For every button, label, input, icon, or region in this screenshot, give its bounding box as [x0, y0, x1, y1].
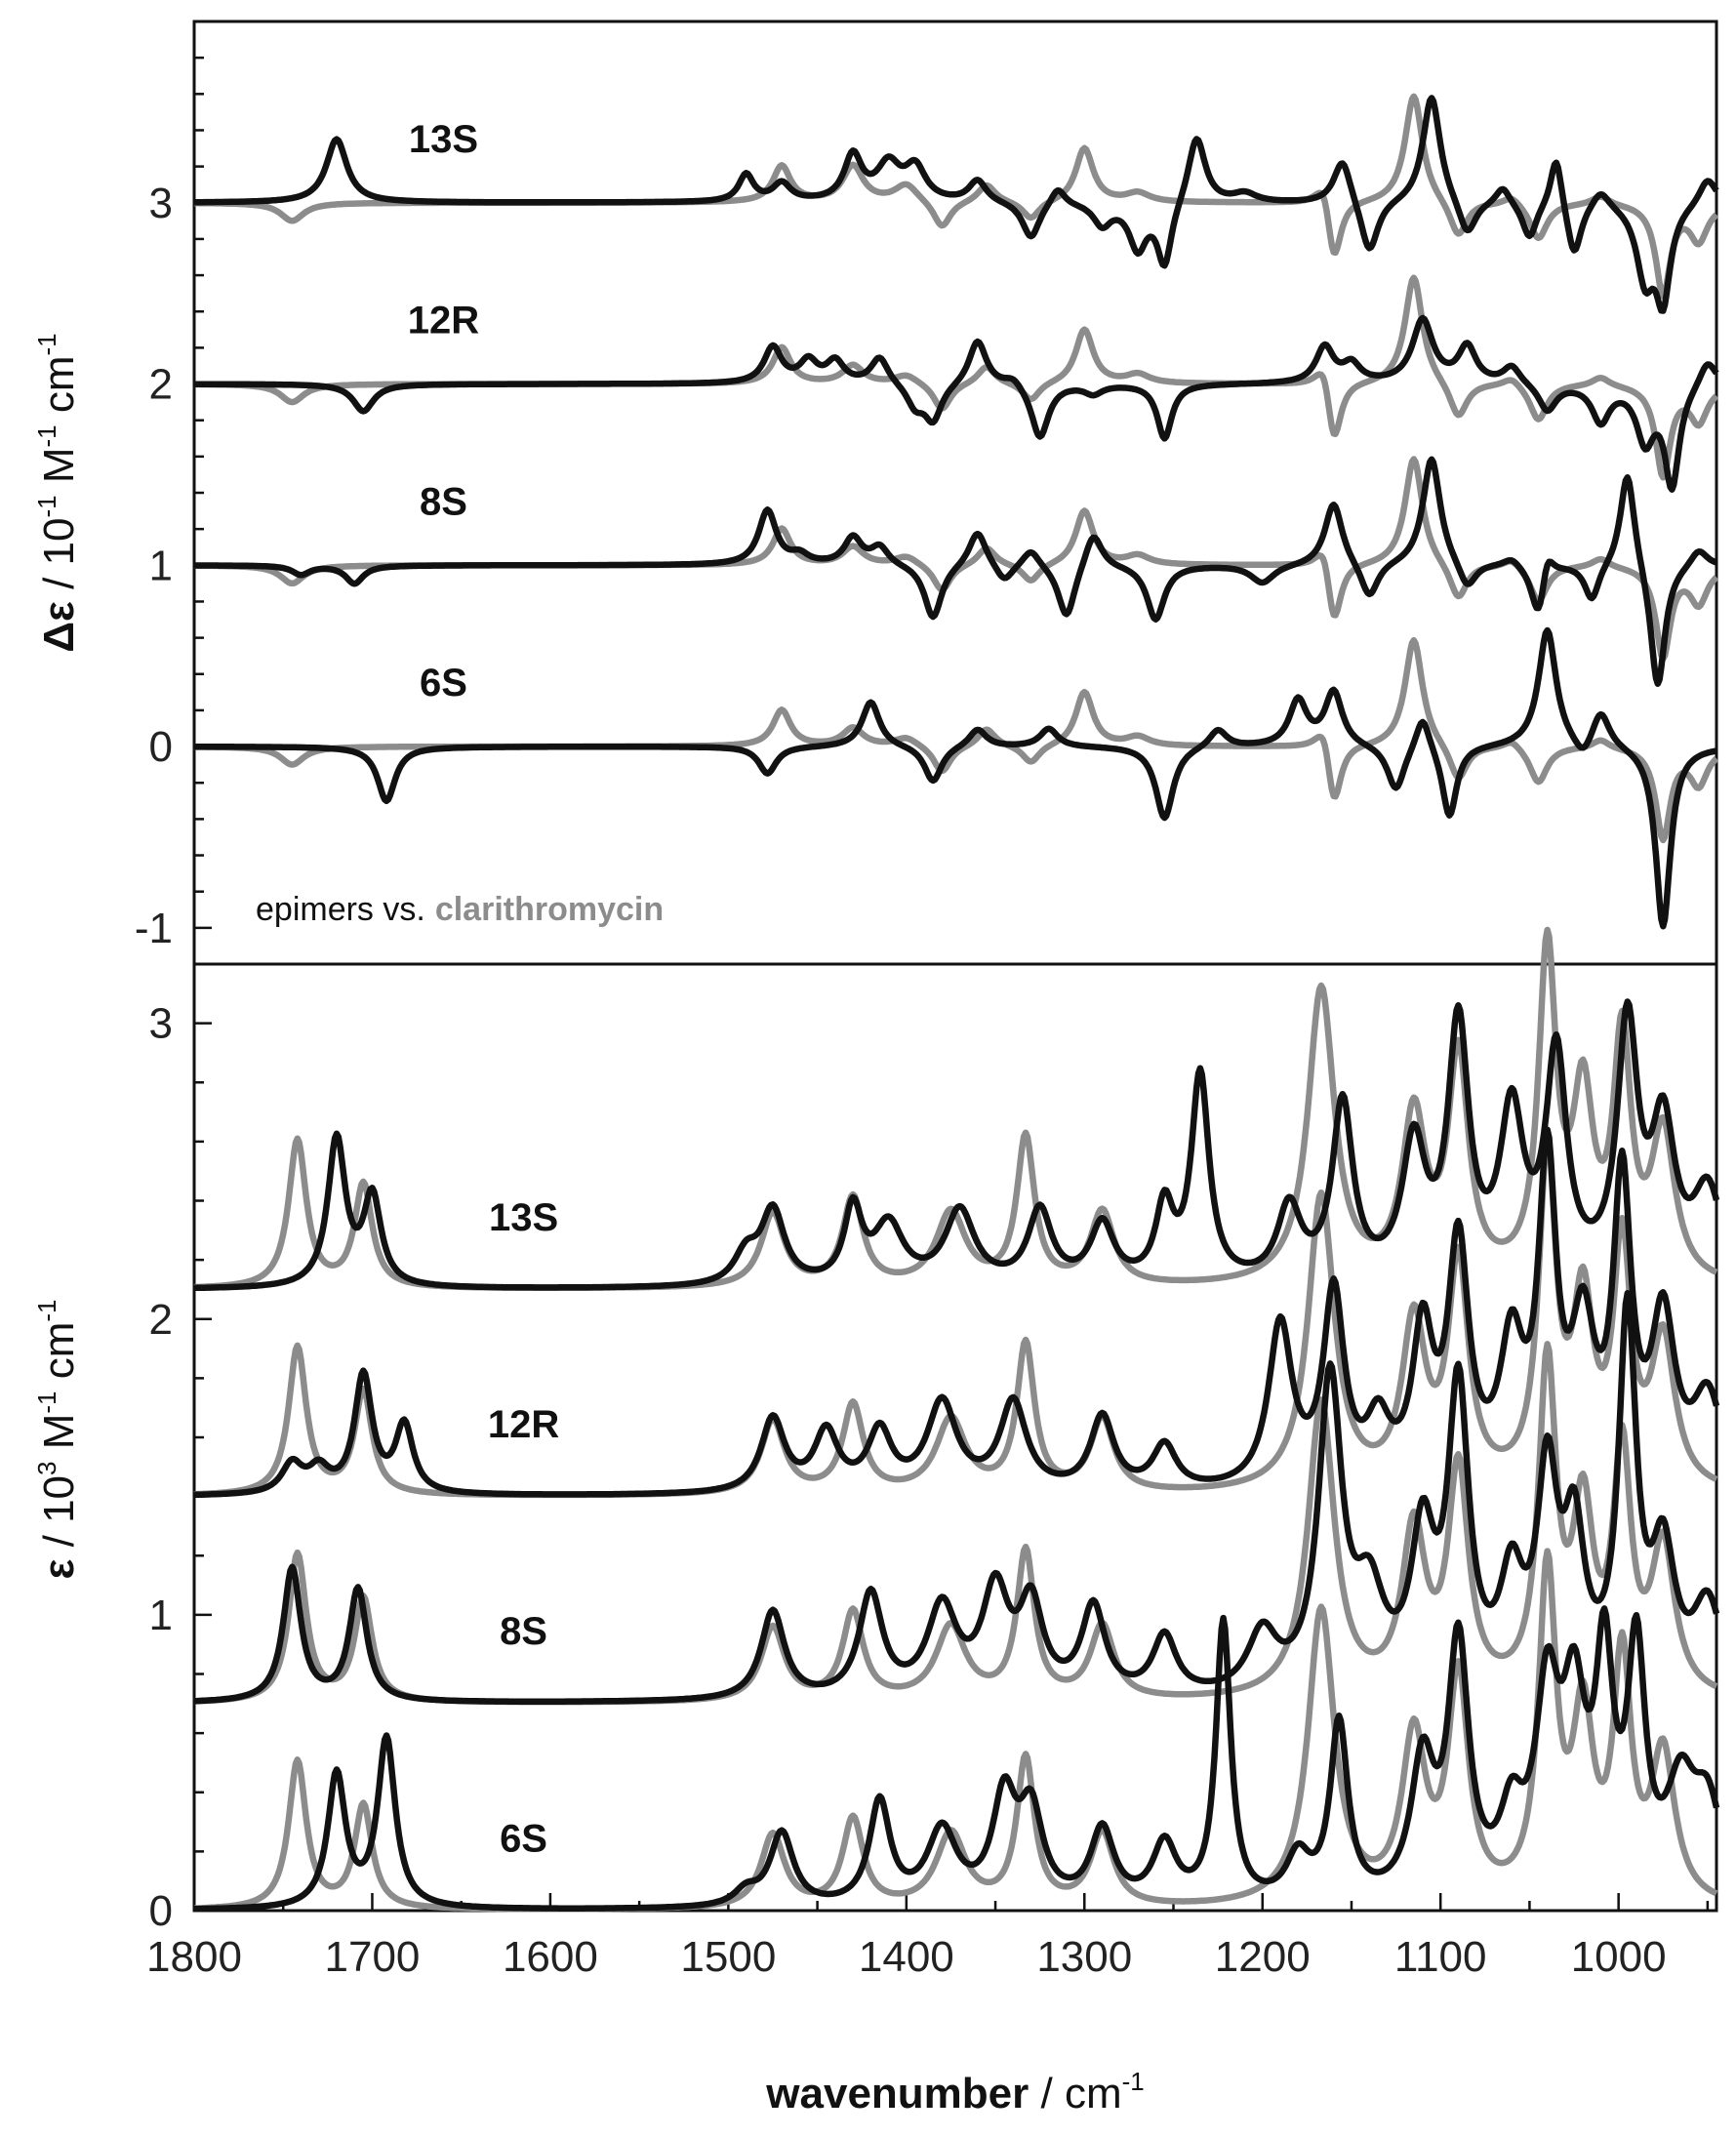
x-tick-label: 1200	[1215, 1933, 1311, 1981]
y-tick-label: 0	[149, 1887, 173, 1935]
series-label-8S: 8S	[500, 1610, 547, 1653]
series-label-6S: 6S	[420, 662, 467, 705]
series-12R-epimer-line	[192, 1126, 1720, 1499]
series-label-8S: 8S	[420, 480, 467, 523]
ir-y-axis-unit2: cm	[35, 1322, 83, 1391]
ecd-reference-curves	[192, 93, 1719, 844]
ecd-y-axis-title: Δε / 10-1 M-1 cm-1	[32, 333, 83, 652]
series-label-12R: 12R	[408, 300, 479, 343]
x-tick-label: 1700	[325, 1933, 421, 1981]
x-axis-title: wavenumber / cm-1	[765, 2067, 1144, 2117]
ecd-y-axis-scale: / 10	[35, 518, 83, 602]
series-8S-epimer-line	[192, 1290, 1720, 1705]
ecd-series-labels: 13S 12R 8S 6S	[408, 118, 479, 705]
ecd-y-axis-scale-exp: -1	[32, 495, 61, 517]
x-tick-label: 1000	[1571, 1933, 1667, 1981]
series-8S-epimer-line	[192, 456, 1718, 687]
y-tick-label: 1	[149, 542, 173, 589]
series-13S-epimer-line	[192, 998, 1720, 1292]
x-tick-label: 1600	[503, 1933, 598, 1981]
ecd-y-axis-unit1-exp: -1	[32, 424, 61, 447]
ir-y-axis-unit1-exp: -1	[32, 1391, 61, 1414]
series-label-12R: 12R	[488, 1403, 559, 1446]
ecd-epimer-curves	[192, 95, 1719, 930]
ir-y-axis-title: ε / 103 M-1 cm-1	[32, 1299, 83, 1579]
ir-y-axis-unit1: M	[35, 1414, 83, 1462]
series-label-13S: 13S	[409, 118, 478, 161]
ir-y-axis-symbol: ε	[35, 1559, 83, 1580]
ecd-annotation: epimers vs. clarithromycin	[256, 891, 664, 928]
annotation-clarithromycin: clarithromycin	[435, 891, 664, 928]
x-tick-labels: 1800 1700 1600 1500 1400 1300 1200 1100 1000	[146, 1933, 1667, 1981]
series-13S-epimer-line	[192, 95, 1719, 314]
series-6S-epimer-line	[192, 1605, 1720, 1913]
ir-y-tick-labels: 0 1 2 3	[149, 1000, 173, 1935]
x-axis-title-exp: -1	[1122, 2067, 1145, 2096]
y-tick-label: 1	[149, 1592, 173, 1639]
ir-y-axis-scale-exp: 3	[32, 1462, 61, 1475]
series-12R-epimer-line	[192, 314, 1719, 493]
ir-series-labels: 13S 12R 8S 6S	[488, 1196, 559, 1861]
x-tick-label: 1400	[859, 1933, 954, 1981]
ecd-y-axis-unit2-exp: -1	[32, 333, 61, 355]
x-tick-label: 1300	[1036, 1933, 1132, 1981]
ir-y-ticks	[194, 962, 212, 1913]
ir-epimer-curves	[192, 998, 1720, 1913]
y-tick-label: 3	[149, 180, 173, 227]
series-13S-clarithromycin-line	[192, 926, 1718, 1291]
series-label-6S: 6S	[500, 1817, 547, 1860]
ecd-y-axis-unit1: M	[35, 447, 83, 495]
x-tick-label: 1100	[1394, 1933, 1487, 1981]
ecd-y-ticks	[194, 20, 212, 930]
ir-panel: 0 1 2 3 1800 1700 1600 1500 1400 1300 1200 1100 100…	[32, 926, 1720, 2117]
ecd-y-axis-unit2: cm	[35, 355, 83, 424]
x-tick-label: 1800	[146, 1933, 242, 1981]
series-6S-epimer-line	[192, 626, 1718, 930]
ir-y-axis-unit2-exp: -1	[32, 1299, 61, 1321]
ir-y-axis-scale: / 10	[35, 1475, 83, 1559]
ecd-y-tick-labels: -1 0 1 2 3	[135, 180, 173, 952]
x-axis-title-main: wavenumber	[765, 2070, 1029, 2117]
y-tick-label: 3	[149, 1000, 173, 1048]
y-tick-label: 2	[149, 361, 173, 409]
y-tick-label: 2	[149, 1296, 173, 1344]
y-tick-label: 0	[149, 723, 173, 771]
x-axis-title-unit: / cm	[1029, 2070, 1121, 2117]
x-tick-label: 1500	[680, 1933, 776, 1981]
ecd-y-axis-symbol: Δε	[35, 601, 83, 653]
series-label-13S: 13S	[489, 1196, 558, 1239]
y-tick-label: -1	[135, 905, 173, 952]
annotation-epimers: epimers vs.	[256, 891, 425, 928]
